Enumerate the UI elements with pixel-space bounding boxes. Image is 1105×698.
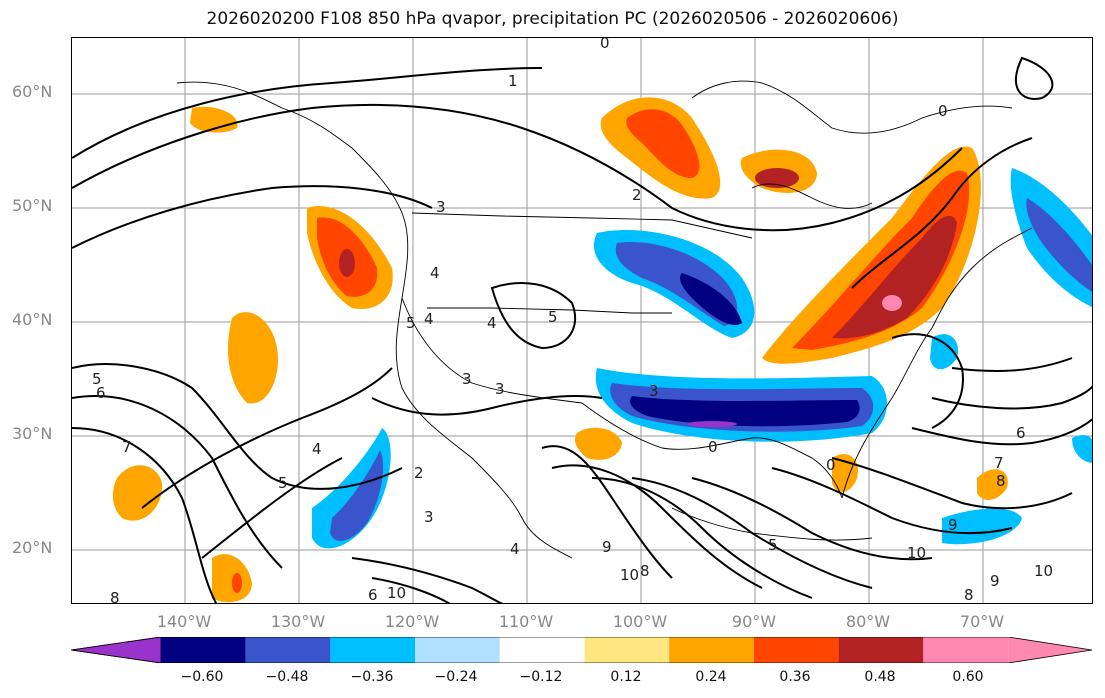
svg-text:8: 8 <box>640 562 650 580</box>
colorbar-tick: −0.12 <box>519 669 563 685</box>
svg-text:4: 4 <box>487 314 497 332</box>
svg-text:4: 4 <box>424 310 434 328</box>
colorbar-segment <box>161 637 246 663</box>
colorbar-segment <box>753 637 839 663</box>
svg-text:6: 6 <box>96 384 106 402</box>
colorbar-segment <box>330 637 416 663</box>
svg-text:9: 9 <box>602 538 612 556</box>
svg-text:9: 9 <box>948 516 958 534</box>
svg-text:8: 8 <box>964 586 974 604</box>
colorbar <box>71 637 1093 663</box>
svg-text:8: 8 <box>110 589 120 604</box>
svg-text:3: 3 <box>436 198 446 216</box>
colorbar-segment <box>838 637 924 663</box>
colorbar-segment <box>245 637 331 663</box>
colorbar-tick: 0.24 <box>695 669 727 685</box>
map-title: 2026020200 F108 850 hPa qvapor, precipit… <box>206 9 899 29</box>
lon-label-80w: 80°W <box>845 612 891 631</box>
colorbar-tick: −0.24 <box>434 669 478 685</box>
colorbar-segment <box>499 637 585 663</box>
svg-text:3: 3 <box>649 382 659 400</box>
svg-text:8: 8 <box>996 472 1006 490</box>
svg-text:10: 10 <box>907 544 926 562</box>
lat-label-60n: 60°N <box>12 82 53 101</box>
svg-text:2: 2 <box>632 186 642 204</box>
svg-text:6: 6 <box>368 586 378 604</box>
svg-text:5: 5 <box>768 536 778 554</box>
svg-text:4: 4 <box>510 540 520 558</box>
svg-text:3: 3 <box>495 380 505 398</box>
colorbar-segment <box>71 637 162 663</box>
colorbar-segment <box>669 637 754 663</box>
svg-text:10: 10 <box>1034 562 1053 580</box>
svg-text:10: 10 <box>387 584 406 602</box>
map-canvas: 0 1 0 2 3 4 4 5 4 5 3 3 3 5 6 7 4 5 2 3 … <box>72 38 1092 604</box>
svg-text:0: 0 <box>938 102 948 120</box>
colorbar-tick: −0.36 <box>350 669 394 685</box>
lat-label-50n: 50°N <box>12 196 53 215</box>
colorbar-tick: 0.12 <box>610 669 642 685</box>
lon-label-70w: 70°W <box>959 612 1005 631</box>
svg-text:5: 5 <box>92 370 102 388</box>
svg-text:5: 5 <box>278 474 288 492</box>
svg-text:1: 1 <box>508 72 518 90</box>
svg-text:5: 5 <box>406 314 416 332</box>
svg-text:7: 7 <box>994 454 1004 472</box>
svg-text:0: 0 <box>826 456 836 474</box>
svg-text:7: 7 <box>122 438 132 456</box>
colorbar-segment <box>584 637 670 663</box>
lon-label-130w: 130°W <box>270 612 326 631</box>
lon-label-140w: 140°W <box>156 612 212 631</box>
lon-label-110w: 110°W <box>498 612 554 631</box>
svg-text:6: 6 <box>1016 424 1026 442</box>
colorbar-segment <box>415 637 500 663</box>
lon-label-90w: 90°W <box>731 612 777 631</box>
svg-text:4: 4 <box>430 264 440 282</box>
svg-text:9: 9 <box>990 572 1000 590</box>
lat-label-30n: 30°N <box>12 424 53 443</box>
svg-text:3: 3 <box>424 508 434 526</box>
colorbar-segment <box>1008 637 1092 663</box>
colorbar-tick: −0.48 <box>265 669 309 685</box>
svg-text:2: 2 <box>414 464 424 482</box>
colorbar-tick: 0.36 <box>779 669 811 685</box>
lat-label-40n: 40°N <box>12 310 53 329</box>
colorbar-tick: 0.60 <box>952 669 984 685</box>
lon-label-100w: 100°W <box>612 612 668 631</box>
colorbar-tick: 0.48 <box>864 669 896 685</box>
svg-text:10: 10 <box>620 566 639 584</box>
colorbar-segment <box>923 637 1009 663</box>
map-panel: 0 1 0 2 3 4 4 5 4 5 3 3 3 5 6 7 4 5 2 3 … <box>71 37 1093 604</box>
svg-text:0: 0 <box>708 438 718 456</box>
svg-text:3: 3 <box>462 370 472 388</box>
colorbar-tick: −0.60 <box>180 669 224 685</box>
svg-text:5: 5 <box>548 308 558 326</box>
contour-labels: 0 1 0 2 3 4 4 5 4 5 3 3 3 5 6 7 4 5 2 3 … <box>92 38 1053 604</box>
contours <box>72 56 1092 603</box>
svg-text:4: 4 <box>312 440 322 458</box>
svg-text:0: 0 <box>600 38 610 52</box>
lat-label-20n: 20°N <box>12 538 53 557</box>
shaded-field <box>112 97 1092 603</box>
lon-label-120w: 120°W <box>384 612 440 631</box>
